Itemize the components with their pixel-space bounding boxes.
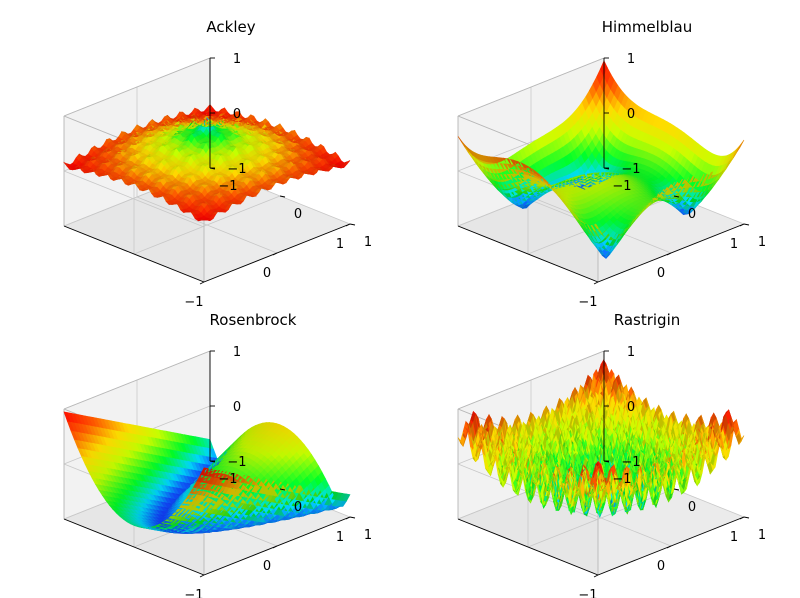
x-tick-label: −1: [184, 295, 203, 310]
surface-facet: [736, 139, 745, 152]
y-tick-label: −1: [218, 179, 237, 194]
subplot-ackley: −1 −1 −1 0 0 0 1 1 1 Ackley: [63, 18, 372, 310]
x-tick-label: −1: [578, 295, 597, 310]
x-tick-label: 1: [336, 237, 344, 252]
z-tick-label: −1: [227, 162, 246, 177]
x-tick-label: 0: [263, 266, 271, 281]
y-tick: [743, 223, 750, 226]
x-tick-label: 1: [730, 237, 738, 252]
x-tick-label: 0: [657, 266, 665, 281]
z-tick-label: 0: [233, 107, 241, 122]
pane-edge: [63, 57, 211, 117]
z-tick-label: 0: [627, 107, 635, 122]
z-tick-label: 1: [233, 52, 241, 67]
z-tick-label: 1: [627, 52, 635, 67]
subplot-himmelblau: −1 −1 −1 0 0 0 1 1 1 Himmelblau: [457, 18, 766, 310]
y-tick-label: −1: [612, 179, 631, 194]
x-tick: [199, 281, 205, 285]
subplot-title: Ackley: [206, 18, 255, 36]
y-tick: [349, 223, 356, 226]
y-tick-label: 1: [364, 235, 372, 250]
x-tick: [593, 281, 599, 285]
surface-ackley: [63, 104, 351, 222]
y-tick-label: 1: [758, 235, 766, 250]
z-tick-label: −1: [621, 162, 640, 177]
y-tick-label: 0: [688, 207, 696, 222]
subplot-title: Himmelblau: [602, 18, 692, 36]
y-tick-label: 0: [294, 207, 302, 222]
grid-line: [136, 196, 278, 254]
